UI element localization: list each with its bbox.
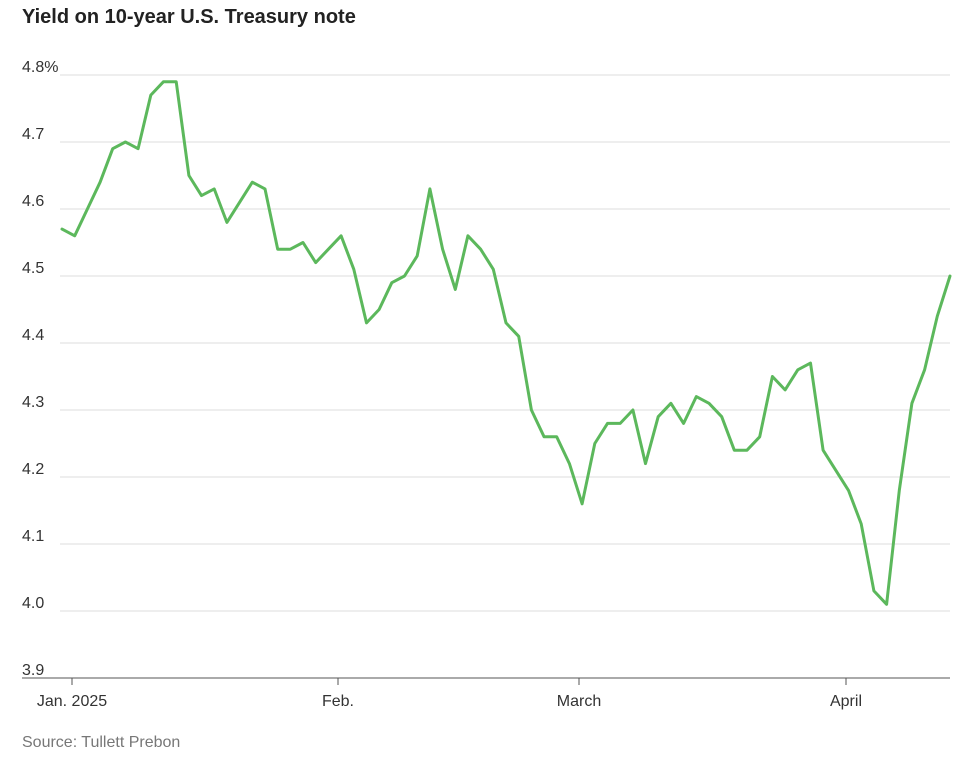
x-tick-label: Feb. [322,693,354,710]
x-axis-ticks [71,678,847,685]
y-tick-label: 4.5 [22,260,44,277]
x-tick-label: Jan. 2025 [37,693,107,710]
y-tick-label: 4.8% [22,59,58,76]
x-tick-label: March [557,693,601,710]
y-tick-label: 3.9 [22,662,44,679]
y-tick-label: 4.4 [22,327,44,344]
x-axis-labels: Jan. 2025 Feb. March April [37,693,862,710]
y-tick-label: 4.6 [22,193,44,210]
y-tick-label: 4.1 [22,528,44,545]
yield-line [60,80,952,606]
y-tick-label: 4.0 [22,595,44,612]
y-tick-label: 4.3 [22,394,44,411]
x-tick-label: April [830,693,862,710]
y-tick-label: 4.7 [22,126,44,143]
source-note: Source: Tullett Prebon [22,734,181,751]
gridlines [60,74,950,612]
y-axis-labels: 4.8% 4.7 4.6 4.5 4.4 4.3 4.2 4.1 4.0 3.9 [22,59,58,679]
chart-title: Yield on 10-year U.S. Treasury note [22,6,356,28]
y-tick-label: 4.2 [22,461,44,478]
